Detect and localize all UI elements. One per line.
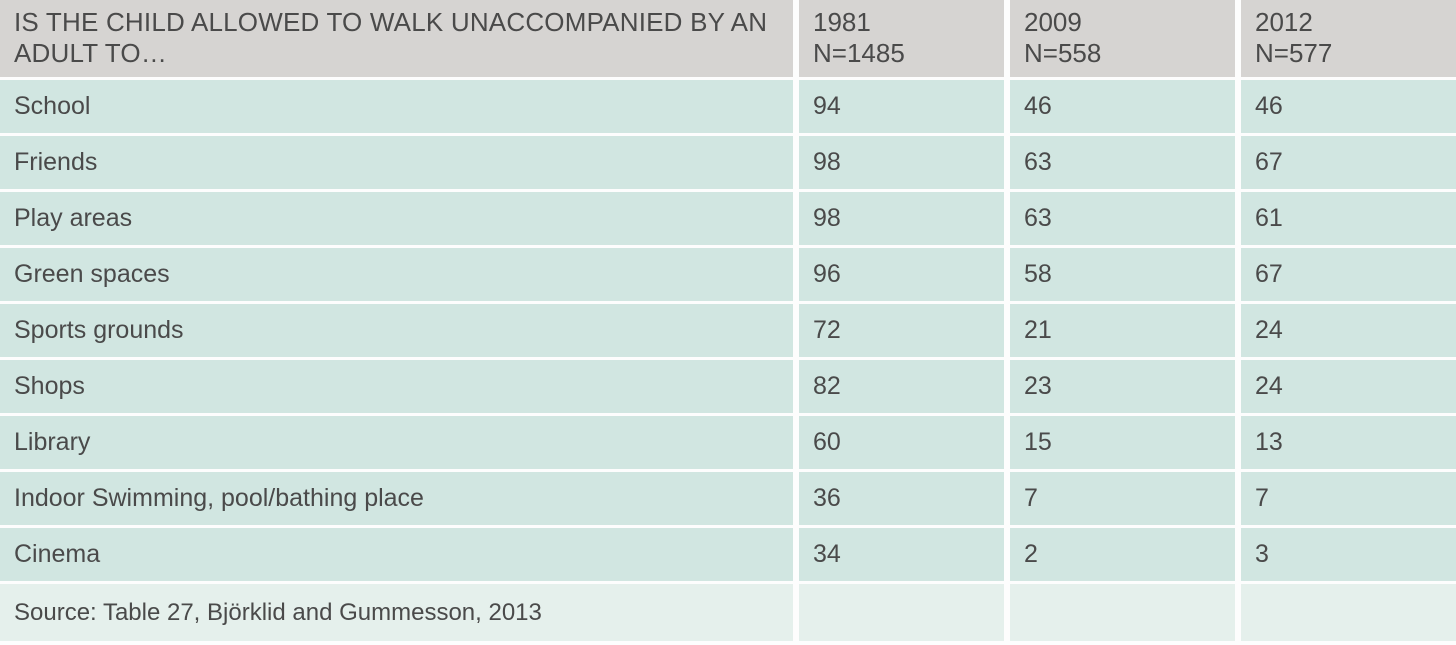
value-school-2009: 46 — [1010, 80, 1235, 133]
value-indoor-swimming-1981: 36 — [799, 472, 1004, 525]
value-cinema-2009: 2 — [1010, 528, 1235, 581]
value-friends-2012: 67 — [1241, 136, 1456, 189]
source-row-empty-cell — [1241, 584, 1456, 641]
value-library-1981: 60 — [799, 416, 1004, 469]
row-label-play-areas: Play areas — [0, 192, 793, 245]
row-label-school: School — [0, 80, 793, 133]
row-label-indoor-swimming: Indoor Swimming, pool/bathing place — [0, 472, 793, 525]
value-shops-2009: 23 — [1010, 360, 1235, 413]
value-friends-2009: 63 — [1010, 136, 1235, 189]
column-year-label: 2012 — [1255, 7, 1313, 37]
value-sports-grounds-2009: 21 — [1010, 304, 1235, 357]
value-play-areas-2012: 61 — [1241, 192, 1456, 245]
value-friends-1981: 98 — [799, 136, 1004, 189]
value-play-areas-1981: 98 — [799, 192, 1004, 245]
column-n-label: N=558 — [1024, 38, 1102, 68]
value-green-spaces-1981: 96 — [799, 248, 1004, 301]
value-sports-grounds-2012: 24 — [1241, 304, 1456, 357]
value-library-2009: 15 — [1010, 416, 1235, 469]
value-sports-grounds-1981: 72 — [799, 304, 1004, 357]
column-header-2012: 2012 N=577 — [1241, 0, 1456, 77]
row-label-library: Library — [0, 416, 793, 469]
source-row-empty-cell — [1010, 584, 1235, 641]
value-school-2012: 46 — [1241, 80, 1456, 133]
table-question-header: IS THE CHILD ALLOWED TO WALK UNACCOMPANI… — [0, 0, 793, 77]
row-label-friends: Friends — [0, 136, 793, 189]
value-indoor-swimming-2009: 7 — [1010, 472, 1235, 525]
value-cinema-2012: 3 — [1241, 528, 1456, 581]
value-indoor-swimming-2012: 7 — [1241, 472, 1456, 525]
value-shops-2012: 24 — [1241, 360, 1456, 413]
value-green-spaces-2009: 58 — [1010, 248, 1235, 301]
value-shops-1981: 82 — [799, 360, 1004, 413]
source-row-empty-cell — [799, 584, 1004, 641]
row-label-shops: Shops — [0, 360, 793, 413]
value-cinema-1981: 34 — [799, 528, 1004, 581]
column-header-1981: 1981 N=1485 — [799, 0, 1004, 77]
column-n-label: N=1485 — [813, 38, 905, 68]
value-school-1981: 94 — [799, 80, 1004, 133]
value-play-areas-2009: 63 — [1010, 192, 1235, 245]
column-header-2009: 2009 N=558 — [1010, 0, 1235, 77]
value-green-spaces-2012: 67 — [1241, 248, 1456, 301]
source-note: Source: Table 27, Björklid and Gummesson… — [0, 584, 793, 641]
column-year-label: 1981 — [813, 7, 871, 37]
row-label-green-spaces: Green spaces — [0, 248, 793, 301]
column-year-label: 2009 — [1024, 7, 1082, 37]
row-label-sports-grounds: Sports grounds — [0, 304, 793, 357]
column-n-label: N=577 — [1255, 38, 1333, 68]
value-library-2012: 13 — [1241, 416, 1456, 469]
row-label-cinema: Cinema — [0, 528, 793, 581]
